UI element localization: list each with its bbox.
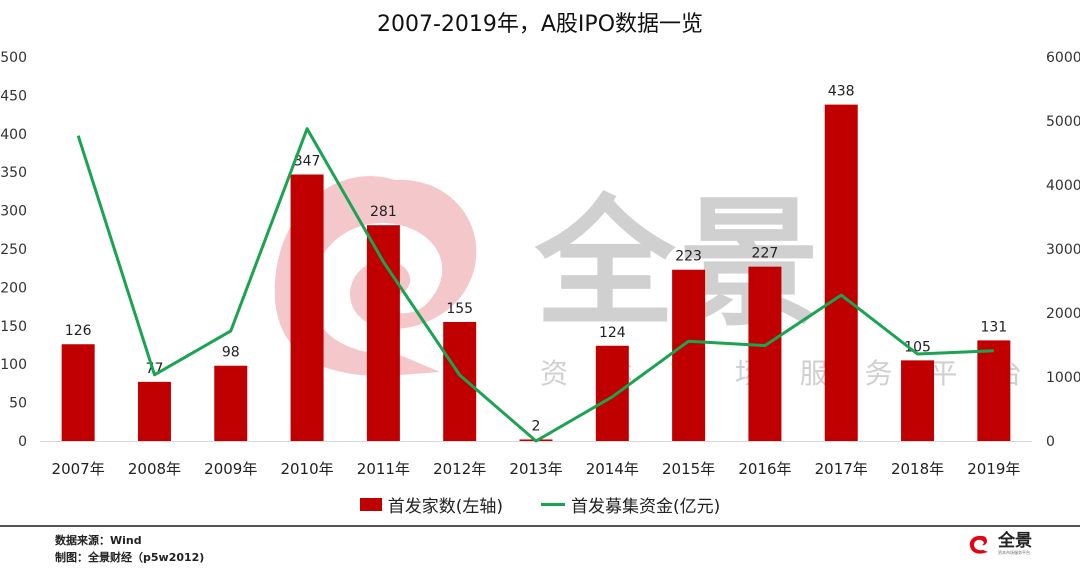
legend-item-line[interactable]: 首发募集资金(亿元) (541, 492, 720, 517)
legend-label-line: 首发募集资金(亿元) (571, 497, 721, 517)
footer-credits: 数据来源：Wind 制图：全景财经（p5w2012) (55, 532, 204, 566)
legend-item-bar[interactable]: 首发家数(左轴) (359, 492, 503, 517)
bar-value-label: 347 (294, 154, 321, 170)
y-left-tick: 50 (9, 396, 27, 412)
chart-title: 2007-2019年，A股IPO数据一览 (376, 12, 704, 37)
x-tick-label: 2010年 (280, 460, 333, 478)
y-left-tick: 150 (0, 319, 27, 335)
bar[interactable] (137, 381, 171, 441)
bar[interactable] (214, 365, 248, 441)
bar-value-label: 105 (904, 339, 931, 355)
bar[interactable] (61, 344, 95, 441)
brand-logo-icon (969, 535, 988, 554)
y-right-tick: 1000 (1046, 370, 1080, 386)
bar[interactable] (290, 174, 324, 441)
y-right-tick: 6000 (1046, 50, 1080, 66)
y-left-tick: 100 (0, 357, 27, 373)
x-tick-label: 2011年 (357, 460, 410, 478)
x-tick-label: 2013年 (509, 460, 562, 478)
y-left-tick: 200 (0, 280, 27, 296)
y-right-tick: 5000 (1046, 114, 1080, 130)
x-tick-label: 2009年 (204, 460, 257, 478)
bar-value-label: 126 (65, 323, 92, 339)
y-right-tick: 3000 (1046, 242, 1080, 258)
y-left-tick: 450 (0, 88, 27, 104)
bar-value-label: 2 (532, 418, 541, 434)
data-source: 数据来源：Wind (55, 534, 142, 547)
x-tick-label: 2014年 (586, 460, 639, 478)
legend-label-bar: 首发家数(左轴) (387, 497, 503, 517)
chart-author: 制图：全景财经（p5w2012) (55, 551, 205, 564)
y-left-tick: 500 (0, 50, 27, 66)
bar-value-label: 438 (828, 84, 855, 100)
y-right-tick: 2000 (1046, 306, 1080, 322)
logo-brand-text: 全景 (998, 531, 1032, 551)
x-tick-label: 2018年 (891, 460, 944, 478)
footer-divider (0, 525, 1080, 527)
y-right-tick: 4000 (1046, 178, 1080, 194)
bar[interactable] (595, 345, 629, 441)
bar-value-label: 227 (752, 246, 779, 262)
x-tick-label: 2019年 (967, 460, 1020, 478)
line-swatch-icon (541, 503, 565, 506)
y-left-tick: 250 (0, 242, 27, 258)
footer-logo: 全景 资本市场服务平台 (968, 533, 1032, 556)
chart-legend: 首发家数(左轴) 首发募集资金(亿元) (0, 492, 1080, 517)
y-right-tick: 0 (1046, 434, 1055, 450)
y-left-tick: 300 (0, 204, 27, 220)
bar[interactable] (901, 360, 935, 441)
bar-value-label: 223 (675, 249, 702, 265)
y-left-tick: 400 (0, 127, 27, 143)
y-left-tick: 350 (0, 165, 27, 181)
bar-value-label: 131 (980, 319, 1007, 335)
bar[interactable] (824, 104, 858, 441)
bar-value-label: 98 (222, 345, 240, 361)
bar-value-label: 124 (599, 325, 626, 341)
x-tick-label: 2016年 (738, 460, 791, 478)
x-tick-label: 2007年 (52, 460, 105, 478)
bar-value-label: 155 (446, 301, 473, 317)
x-tick-label: 2015年 (662, 460, 715, 478)
fundraising-line[interactable] (76, 127, 994, 443)
bar[interactable] (366, 225, 400, 441)
y-left-tick: 0 (18, 434, 27, 450)
bar[interactable] (443, 321, 477, 441)
bar[interactable] (977, 340, 1011, 441)
bar[interactable] (672, 269, 706, 441)
bar-value-label: 281 (370, 204, 397, 220)
bar-swatch-icon (359, 498, 382, 511)
logo-sub-text: 资本市场服务平台 (998, 550, 1030, 555)
x-tick-label: 2008年 (128, 460, 181, 478)
x-tick-label: 2017年 (815, 460, 868, 478)
x-tick-label: 2012年 (433, 460, 486, 478)
bar[interactable] (748, 266, 782, 441)
